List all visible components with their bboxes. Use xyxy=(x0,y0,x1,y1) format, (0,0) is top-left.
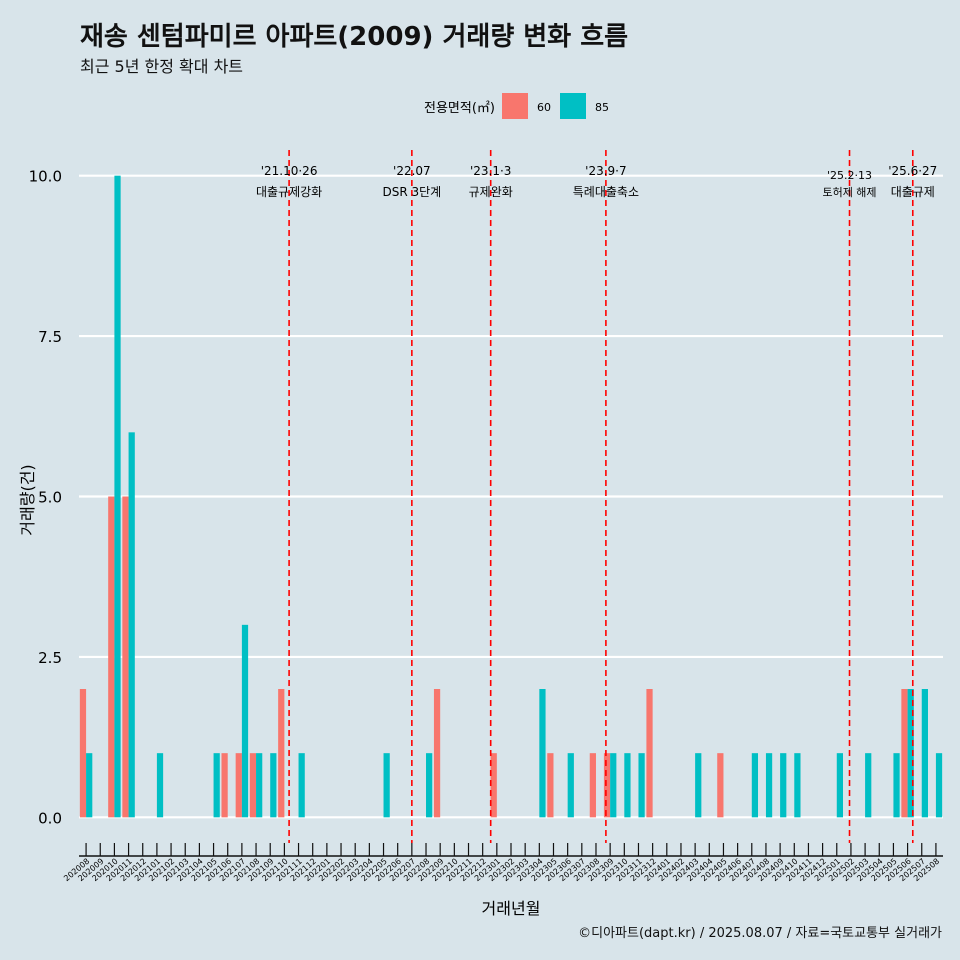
bar-60-202301 xyxy=(490,753,497,818)
bar-60-202106 xyxy=(221,753,228,818)
x-axis-title: 거래년월 xyxy=(482,899,541,918)
bar-85-202109 xyxy=(270,753,277,818)
bar-85-202408 xyxy=(765,753,773,818)
legend-label-60: 60 xyxy=(537,101,551,114)
source-caption: ©디아파트(dapt.kr) / 2025.08.07 / 자료=국토교통부 실… xyxy=(578,926,942,941)
event-desc-label: DSR 3단계 xyxy=(382,185,441,199)
bar-85-202507 xyxy=(921,689,928,818)
y-axis-title: 거래량(건) xyxy=(18,464,37,535)
bar-85-202508 xyxy=(935,753,943,818)
bar-60-202312 xyxy=(646,689,653,818)
bar-85-202111 xyxy=(298,753,305,818)
chart-title: 재송 센텀파미르 아파트(2009) 거래량 변화 흐름 xyxy=(80,22,629,52)
bar-85-202304 xyxy=(539,689,546,818)
bar-60-202108 xyxy=(249,753,257,818)
bar-85-202309 xyxy=(610,753,617,818)
bar-85-202011 xyxy=(128,432,135,818)
event-desc-label: 규제완화 xyxy=(469,185,513,199)
bar-60-202110 xyxy=(278,689,285,818)
event-date-label: '25.2·13 xyxy=(827,169,872,182)
bar-85-202505 xyxy=(893,753,900,818)
bar-85-202010 xyxy=(114,175,121,818)
bar-85-202008 xyxy=(86,753,93,818)
bar-60-202506 xyxy=(901,689,908,818)
bar-85-202310 xyxy=(624,753,631,818)
bar-85-202501 xyxy=(836,753,844,818)
bar-85-202409 xyxy=(780,753,787,818)
bar-85-202506 xyxy=(907,689,914,818)
bar-60-202309 xyxy=(603,753,611,818)
bar-85-202101 xyxy=(156,753,164,818)
y-tick-label: 0.0 xyxy=(38,809,62,827)
bar-85-202407 xyxy=(751,753,759,818)
y-tick-label: 10.0 xyxy=(29,168,62,186)
bar-60-202405 xyxy=(717,753,724,818)
bar-85-202410 xyxy=(794,753,801,818)
legend-swatch-60 xyxy=(502,93,528,119)
event-date-label: '21.10·26 xyxy=(261,164,318,178)
bar-85-202403 xyxy=(695,753,702,818)
event-desc-label: 토허제 해제 xyxy=(822,185,876,199)
bar-60-202011 xyxy=(122,496,129,818)
event-date-label: '23.1·3 xyxy=(470,164,511,178)
bar-85-202105 xyxy=(213,753,220,818)
bar-85-202503 xyxy=(865,753,872,818)
bar-85-202107 xyxy=(241,624,249,818)
legend-swatch-85 xyxy=(560,93,586,119)
event-date-label: '23.9·7 xyxy=(585,164,626,178)
bar-60-202107 xyxy=(235,753,242,818)
bar-60-202305 xyxy=(547,753,554,818)
bar-85-202306 xyxy=(567,753,574,818)
bar-60-202010 xyxy=(108,496,115,818)
y-tick-label: 2.5 xyxy=(38,649,62,667)
bar-85-202205 xyxy=(383,753,390,818)
event-date-label: '25.6·27 xyxy=(888,164,937,178)
bar-85-202108 xyxy=(256,753,263,818)
event-desc-label: 대출규제 xyxy=(891,185,935,199)
event-desc-label: 대출규제강화 xyxy=(256,185,322,199)
event-desc-label: 특례대출축소 xyxy=(573,185,639,199)
bar-85-202208 xyxy=(426,753,433,818)
legend-label-85: 85 xyxy=(595,101,609,114)
chart-subtitle: 최근 5년 한정 확대 차트 xyxy=(80,57,244,76)
y-tick-label: 5.0 xyxy=(38,489,62,507)
bar-85-202311 xyxy=(638,753,645,818)
bar-60-202008 xyxy=(79,689,87,818)
bar-60-202308 xyxy=(589,753,596,818)
event-date-label: '22.07 xyxy=(393,164,431,178)
bar-60-202209 xyxy=(433,689,441,818)
legend-title: 전용면적(㎡) xyxy=(424,101,495,116)
y-tick-label: 7.5 xyxy=(38,328,62,346)
